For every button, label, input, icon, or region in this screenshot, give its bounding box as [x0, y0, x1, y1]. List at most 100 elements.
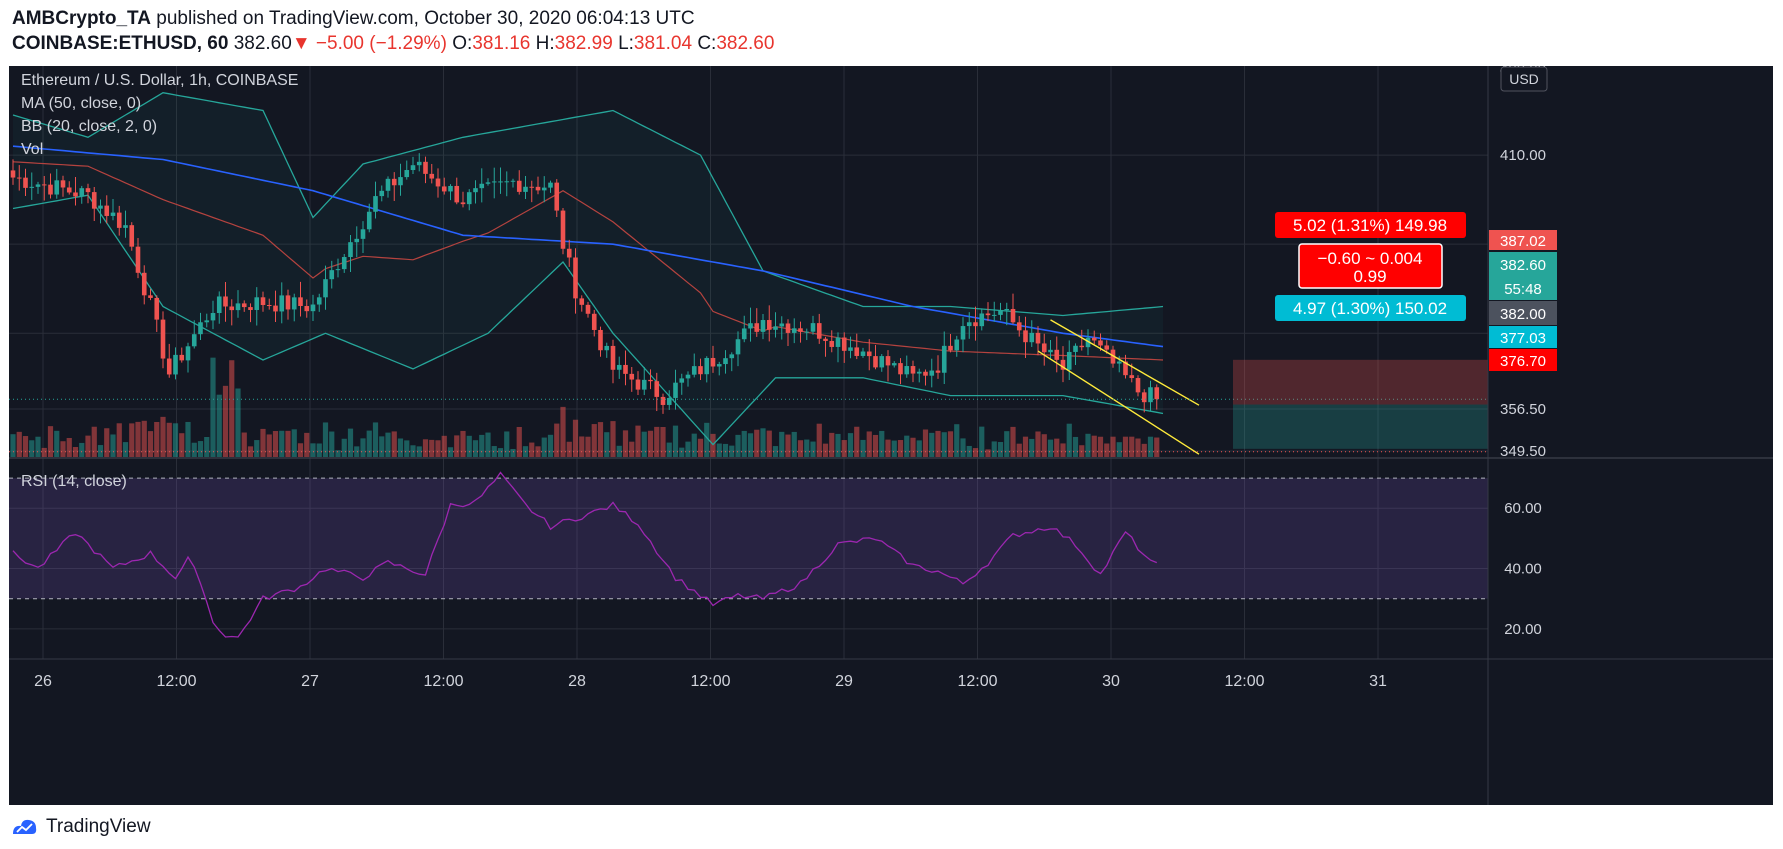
rsi-legend[interactable]: RSI (14, close) — [21, 473, 127, 490]
volume-bar — [497, 448, 504, 457]
rsi-axis[interactable]: 60.00 40.00 20.00 — [1504, 500, 1542, 638]
chart-svg[interactable]: 5.02 (1.31%) 149.98 −0.60 ~ 0.004 0.99 4… — [9, 61, 1773, 805]
currency-button[interactable] — [1500, 66, 1548, 92]
volume-bar — [1135, 438, 1141, 457]
chart-area[interactable]: 5.02 (1.31%) 149.98 −0.60 ~ 0.004 0.99 4… — [9, 61, 1773, 805]
bb-basis-line — [12, 161, 1164, 361]
candle-body — [510, 180, 516, 182]
time-tick: 31 — [1369, 673, 1387, 690]
volume-bar — [1047, 439, 1054, 457]
candle-body — [185, 346, 191, 361]
vol-legend[interactable]: Vol — [21, 141, 43, 158]
candle-body — [679, 378, 685, 383]
candle-body — [466, 192, 472, 205]
candle-body — [754, 323, 760, 332]
volume-bar — [472, 440, 479, 457]
upper-price-label-bg — [1489, 230, 1557, 250]
symbol: COINBASE:ETHUSD, 60 — [12, 33, 229, 54]
volume-bar — [791, 431, 797, 457]
volume-bar — [385, 432, 391, 457]
volume-bar — [254, 440, 260, 457]
candle-body — [291, 297, 297, 310]
candle-body — [1085, 337, 1091, 348]
tradingview-brand[interactable]: TradingView — [46, 816, 151, 837]
candle-body — [154, 297, 160, 320]
candle-body — [960, 326, 966, 340]
volume-bar — [1141, 443, 1147, 457]
countdown-label-bg — [1489, 276, 1557, 300]
candle-body — [179, 354, 185, 361]
candle-body — [635, 379, 641, 390]
candle-body — [341, 257, 347, 270]
ma-legend[interactable]: MA (50, close, 0) — [21, 95, 141, 112]
time-tick: 12:00 — [690, 673, 730, 690]
open-label: O: — [452, 33, 473, 54]
candle-body — [98, 205, 103, 209]
volume-bar — [641, 431, 647, 457]
volume-bar — [391, 431, 397, 457]
volume-bar — [697, 438, 704, 457]
volume-bar — [1122, 436, 1129, 457]
volume-bar — [622, 430, 629, 457]
volume-bar — [479, 434, 485, 457]
candle-body — [1098, 340, 1103, 346]
candle-body — [1154, 387, 1160, 400]
volume-bar — [610, 421, 616, 457]
volume-bar — [454, 435, 460, 457]
volume-bar — [516, 426, 522, 457]
candle-body — [66, 187, 72, 193]
volume-bar — [591, 424, 597, 457]
candle-body — [516, 180, 522, 192]
position-profit-zone[interactable] — [1233, 359, 1488, 405]
candle-body — [566, 248, 572, 258]
volume-bar — [666, 442, 672, 457]
candle-body — [60, 180, 66, 188]
price-labels: 387.02 382.60 55:48 382.00 377.03 376.70 — [1489, 230, 1557, 371]
candle-body — [16, 177, 22, 179]
volume-bar — [947, 431, 954, 457]
volume-bar — [747, 433, 754, 457]
position-center-box[interactable] — [1298, 243, 1443, 289]
position-loss-zone[interactable] — [1233, 404, 1488, 449]
trendlines[interactable] — [1037, 319, 1200, 455]
volume-bar — [691, 433, 697, 457]
bb-legend[interactable]: BB (20, close, 2, 0) — [21, 118, 157, 135]
candle-body — [948, 345, 953, 351]
candle-body — [335, 269, 341, 271]
high-value: 382.99 — [554, 33, 613, 54]
volume-bar — [547, 434, 554, 457]
candle-body — [216, 296, 222, 314]
volume-bar — [154, 421, 160, 457]
price-tick: 356.50 — [1500, 401, 1546, 418]
price-change: −5.00 (−1.29%) — [315, 33, 447, 54]
volume-bar — [679, 447, 685, 457]
candle-body — [1116, 361, 1122, 364]
candle-body — [366, 211, 372, 230]
volume-bar — [91, 426, 97, 457]
candle-body — [1023, 330, 1028, 343]
volume-bar — [1072, 436, 1079, 457]
candle-body — [741, 328, 747, 340]
time-tick: 30 — [1102, 673, 1120, 690]
candle-body — [148, 295, 153, 298]
candle-body — [473, 188, 478, 193]
volume-bar — [141, 420, 147, 457]
candle-body — [773, 326, 778, 330]
bb-fill — [13, 92, 1163, 445]
candle-body — [579, 298, 585, 305]
volume-bar — [404, 440, 410, 457]
tradingview-logo-icon[interactable] — [12, 817, 38, 837]
volume-bar — [354, 446, 360, 457]
time-axis[interactable]: 26 12:00 27 12:00 28 12:00 29 12:00 30 12:00 31 — [34, 673, 1387, 690]
candle-body — [354, 238, 360, 243]
crosshair-label-bg — [1489, 301, 1557, 325]
bb-lower-line — [12, 194, 1164, 446]
position-upper-box[interactable] — [1275, 212, 1466, 238]
author-name[interactable]: AMBCrypto_TA — [12, 8, 151, 29]
candle-body — [623, 364, 628, 374]
volume-bar — [779, 431, 785, 457]
position-lower-box[interactable] — [1275, 295, 1466, 321]
candle-body — [966, 322, 972, 327]
candle-body — [910, 366, 916, 374]
candle-body — [260, 297, 266, 305]
